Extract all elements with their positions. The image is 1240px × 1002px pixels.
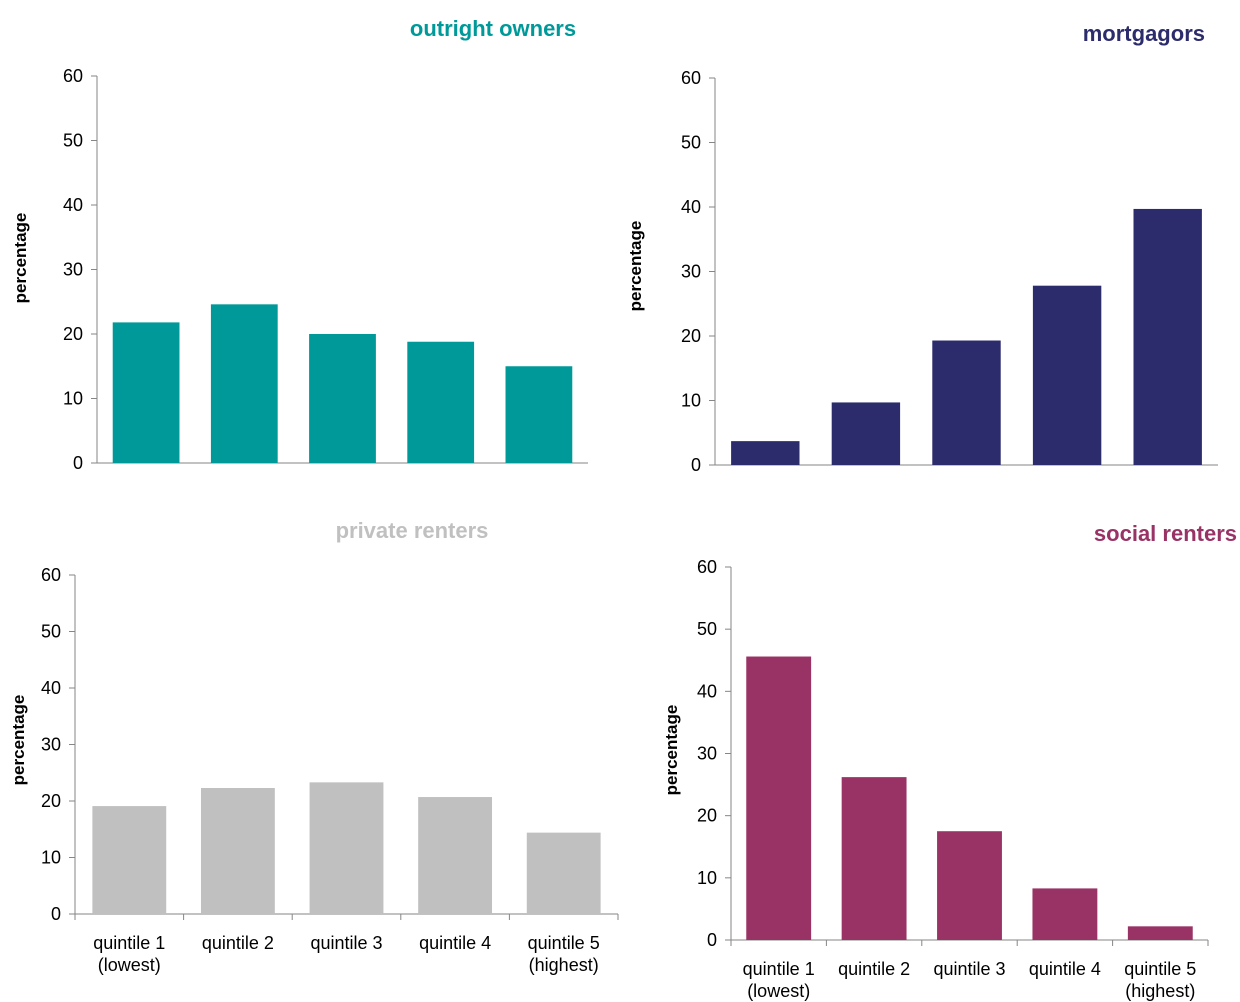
chart-4-x-tick-label: quintile 4 [1029,959,1101,979]
chart-3-y-tick-label: 50 [41,622,61,642]
chart-3-y-tick-label: 0 [51,904,61,924]
chart-4-title: social renters [1094,521,1237,546]
chart-1-y-tick-label: 60 [63,66,83,86]
chart-2-bar-2 [831,402,901,465]
chart-4-y-tick-label: 50 [697,619,717,639]
chart-2-title: mortgagors [1083,21,1205,46]
chart-4-y-axis-label: percentage [662,705,681,796]
chart-4-x-tick-label: quintile 3 [933,959,1005,979]
chart-3-x-tick-label: quintile 2 [202,933,274,953]
chart-3-bar-2 [200,788,275,914]
chart-1-bar-5 [505,366,573,463]
chart-3-x-tick-label: (highest) [529,955,599,975]
chart-2-bar-3 [932,340,1001,465]
chart-4-bar-5 [1127,926,1193,940]
chart-1-y-tick-label: 30 [63,260,83,280]
chart-4-bar-4 [1032,888,1098,940]
chart-3-bar-4 [418,797,493,914]
chart-3-y-tick-label: 20 [41,791,61,811]
chart-3-y-tick-label: 10 [41,848,61,868]
chart-1-y-tick-label: 50 [63,131,83,151]
chart-1-bar-2 [210,304,278,463]
chart-4-y-tick-label: 10 [697,868,717,888]
chart-2-y-tick-label: 0 [691,455,701,475]
chart-4-bar-2 [841,777,907,940]
chart-2-y-tick-label: 20 [681,326,701,346]
chart-2-y-tick-label: 40 [681,197,701,217]
chart-4-x-tick-label: (highest) [1125,981,1195,1001]
chart-3-y-tick-label: 40 [41,678,61,698]
chart-4-y-tick-label: 30 [697,744,717,764]
chart-3-y-tick-label: 30 [41,735,61,755]
chart-2-bar-1 [731,441,800,465]
chart-4-x-tick-label: (lowest) [747,981,810,1001]
chart-3-x-tick-label: (lowest) [98,955,161,975]
chart-1-y-axis-label: percentage [11,213,30,304]
chart-4-x-tick-label: quintile 5 [1124,959,1196,979]
chart-1-title: outright owners [410,16,576,41]
chart-3-bar-3 [309,782,384,914]
chart-2-y-tick-label: 50 [681,133,701,153]
chart-2-bar-5 [1133,208,1202,465]
chart-3-bar-1 [92,806,167,914]
chart-3-y-tick-label: 60 [41,565,61,585]
chart-4-bar-1 [746,656,812,940]
chart-1-y-tick-label: 20 [63,324,83,344]
chart-4-y-tick-label: 20 [697,806,717,826]
chart-3-title: private renters [336,518,489,543]
chart-3-x-tick-label: quintile 5 [528,933,600,953]
chart-2-y-tick-label: 10 [681,391,701,411]
chart-1-y-tick-label: 40 [63,195,83,215]
chart-4-x-tick-label: quintile 2 [838,959,910,979]
chart-1-bar-3 [309,334,376,463]
chart-1-y-tick-label: 0 [73,453,83,473]
chart-3-x-tick-label: quintile 4 [419,933,491,953]
chart-2-bar-4 [1032,285,1102,465]
chart-1-bar-1 [112,322,180,463]
chart-2-y-tick-label: 30 [681,262,701,282]
chart-3-x-tick-label: quintile 1 [93,933,165,953]
chart-2-y-tick-label: 60 [681,68,701,88]
chart-3-y-axis-label: percentage [9,695,28,786]
chart-4-bar-3 [937,831,1002,940]
chart-4-x-tick-label: quintile 1 [743,959,815,979]
chart-1-y-tick-label: 10 [63,389,83,409]
chart-3-x-tick-label: quintile 3 [310,933,382,953]
chart-4-y-tick-label: 40 [697,681,717,701]
chart-4-y-tick-label: 60 [697,557,717,577]
chart-4-y-tick-label: 0 [707,930,717,950]
chart-1-bar-4 [407,341,475,463]
chart-3-bar-5 [526,832,601,914]
chart-2-y-axis-label: percentage [626,221,645,312]
